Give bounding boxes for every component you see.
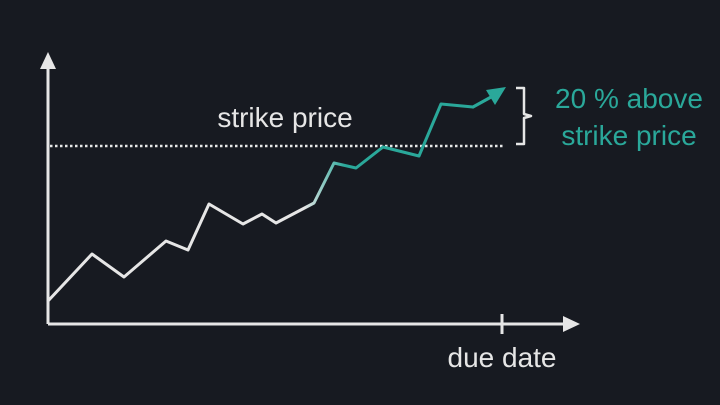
above-strike-label-line1: 20 % above [555, 83, 703, 114]
price-path-end [471, 94, 495, 109]
y-axis-arrowhead [40, 52, 56, 69]
price-arrowhead [486, 87, 506, 105]
due-date-label: due date [448, 342, 557, 373]
above-bracket [516, 86, 533, 146]
price-path [46, 95, 493, 303]
strike-price-label: strike price [217, 102, 352, 133]
x-axis-arrowhead [563, 316, 580, 332]
above-strike-label-line2: strike price [561, 120, 696, 151]
